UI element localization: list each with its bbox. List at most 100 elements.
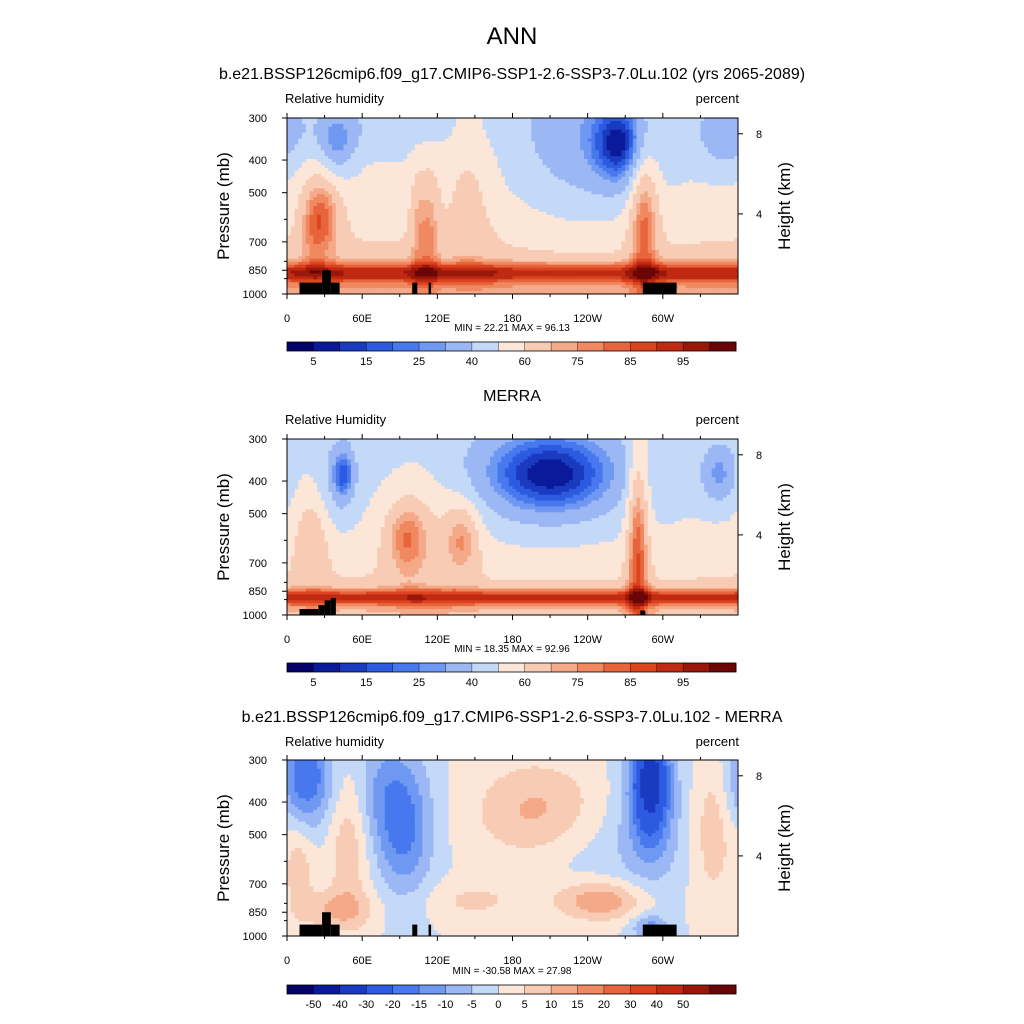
field-cell <box>407 150 412 154</box>
field-cell <box>429 150 435 154</box>
field-cell <box>309 167 314 172</box>
field-cell <box>685 150 690 154</box>
field-cell <box>677 208 683 213</box>
field-cell <box>343 235 348 239</box>
field-cell <box>546 211 551 216</box>
field-cell <box>294 164 299 169</box>
field-cell <box>433 156 438 160</box>
field-cell <box>625 220 630 225</box>
field-cell <box>617 197 623 201</box>
field-cell <box>722 132 728 137</box>
field-cell <box>441 162 446 166</box>
field-cell <box>516 173 521 178</box>
field-cell <box>354 150 360 154</box>
field-cell <box>677 194 683 198</box>
field-cell <box>546 188 551 192</box>
field-cell <box>501 144 506 148</box>
field-cell <box>392 206 397 210</box>
field-cell <box>335 132 341 137</box>
field-cell <box>482 126 487 131</box>
field-cell <box>520 179 525 184</box>
field-cell <box>651 129 656 134</box>
field-cell <box>550 144 555 148</box>
field-cell <box>459 235 465 239</box>
field-cell <box>531 156 536 160</box>
field-cell <box>644 194 649 198</box>
field-cell <box>598 120 604 125</box>
field-cell <box>448 206 453 210</box>
field-cell <box>670 232 675 236</box>
field-cell <box>516 150 521 154</box>
field-cell <box>692 141 698 145</box>
field-cell <box>685 194 690 198</box>
field-cell <box>666 164 671 169</box>
field-cell <box>377 220 382 225</box>
field-cell <box>504 164 510 169</box>
field-cell <box>358 123 363 128</box>
field-cell <box>399 200 405 204</box>
field-cell <box>373 159 378 163</box>
field-cell <box>320 176 326 181</box>
field-cell <box>726 144 732 148</box>
field-cell <box>474 118 480 122</box>
field-cell <box>429 188 435 192</box>
field-cell <box>689 156 694 160</box>
field-cell <box>317 217 322 222</box>
field-cell <box>550 138 555 143</box>
field-cell <box>583 188 589 192</box>
field-cell <box>659 164 664 169</box>
field-cell <box>595 194 600 198</box>
field-cell <box>418 159 423 163</box>
field-cell <box>542 126 547 131</box>
field-cell <box>636 150 641 154</box>
field-cell <box>523 203 529 207</box>
field-cell <box>426 214 431 219</box>
field-cell <box>335 203 341 207</box>
field-cell <box>418 167 423 172</box>
field-cell <box>689 144 694 148</box>
field-cell <box>636 229 641 233</box>
field-cell <box>711 179 717 184</box>
field-cell <box>399 156 405 160</box>
field-cell <box>644 191 649 195</box>
field-cell <box>538 167 544 172</box>
field-cell <box>489 185 495 189</box>
field-cell <box>422 235 427 239</box>
field-cell <box>666 226 671 231</box>
field-cell <box>335 176 341 181</box>
field-cell <box>384 220 390 225</box>
field-cell <box>471 232 476 236</box>
field-cell <box>411 156 416 160</box>
field-cell <box>700 153 705 157</box>
field-cell <box>456 170 461 175</box>
field-cell <box>651 173 656 178</box>
field-cell <box>576 185 581 189</box>
field-cell <box>565 170 570 175</box>
field-cell <box>456 159 461 163</box>
field-cell <box>504 211 510 216</box>
field-cell <box>429 162 435 166</box>
field-cell <box>463 182 468 187</box>
field-cell <box>550 135 555 140</box>
field-cell <box>527 211 532 216</box>
field-cell <box>478 126 484 131</box>
field-cell <box>583 135 589 140</box>
field-cell <box>302 164 307 169</box>
field-cell <box>313 126 318 131</box>
field-cell <box>298 150 303 154</box>
field-cell <box>595 220 600 225</box>
field-cell <box>546 217 551 222</box>
field-cell <box>313 120 318 125</box>
field-cell <box>373 226 378 231</box>
field-cell <box>553 217 559 222</box>
field-cell <box>317 182 322 187</box>
field-cell <box>501 232 506 236</box>
field-cell <box>354 141 360 145</box>
field-cell <box>666 135 671 140</box>
field-cell <box>388 206 393 210</box>
field-cell <box>328 123 333 128</box>
field-cell <box>309 118 314 122</box>
field-cell <box>373 238 378 242</box>
field-cell <box>302 232 307 236</box>
field-cell <box>508 170 514 175</box>
